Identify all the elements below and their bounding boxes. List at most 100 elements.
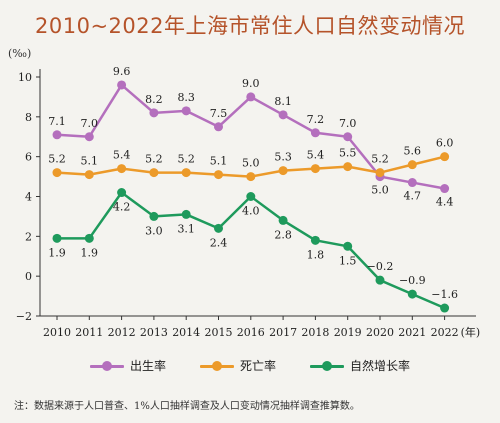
data-point-natural-growth-rate	[310, 235, 320, 245]
data-point-natural-growth-rate	[52, 233, 62, 243]
data-label-birth-rate: 5.0	[371, 184, 389, 197]
x-tick-label: 2021	[398, 326, 426, 339]
data-label-natural-growth-rate: 1.9	[48, 246, 66, 259]
data-label-natural-growth-rate: 2.8	[274, 228, 292, 241]
data-label-death-rate: 5.1	[81, 155, 99, 168]
legend: 出生率 死亡率 自然增长率	[0, 357, 500, 374]
data-label-natural-growth-rate: 3.1	[177, 222, 195, 235]
x-tick-label: 2017	[269, 326, 297, 339]
data-label-natural-growth-rate: −1.6	[431, 288, 458, 301]
data-point-death-rate	[310, 164, 320, 174]
data-point-birth-rate	[84, 132, 94, 142]
data-label-death-rate: 5.2	[371, 153, 389, 166]
data-label-death-rate: 5.4	[113, 149, 131, 162]
x-axis-unit: (年)	[461, 325, 481, 339]
data-point-natural-growth-rate	[407, 289, 417, 299]
data-point-birth-rate	[181, 106, 191, 116]
y-tick-label: 2	[25, 230, 32, 243]
data-point-birth-rate	[149, 108, 159, 118]
data-point-natural-growth-rate	[440, 303, 450, 313]
data-point-birth-rate	[117, 80, 127, 90]
data-label-birth-rate: 8.1	[274, 95, 292, 108]
x-tick-label: 2022	[431, 326, 459, 339]
data-label-birth-rate: 7.1	[48, 115, 66, 128]
data-label-death-rate: 5.2	[48, 153, 66, 166]
data-label-death-rate: 5.6	[404, 145, 422, 158]
x-tick-label: 2016	[237, 326, 265, 339]
x-tick-label: 2014	[172, 326, 200, 339]
data-label-birth-rate: 7.0	[339, 117, 357, 130]
data-label-birth-rate: 7.0	[81, 117, 99, 130]
data-point-death-rate	[407, 160, 417, 170]
data-label-death-rate: 5.4	[307, 149, 325, 162]
x-tick-label: 2020	[366, 326, 394, 339]
y-tick-label: 0	[25, 270, 32, 283]
data-label-natural-growth-rate: −0.9	[399, 274, 426, 287]
data-point-natural-growth-rate	[375, 275, 385, 285]
data-label-birth-rate: 4.7	[404, 190, 422, 203]
legend-label-death-rate: 死亡率	[239, 359, 276, 373]
data-label-death-rate: 5.0	[242, 157, 260, 170]
legend-swatch-natural-growth-rate	[310, 360, 344, 372]
data-label-birth-rate: 9.6	[113, 65, 131, 78]
legend-swatch-death-rate	[199, 360, 234, 372]
legend-label-birth-rate: 出生率	[129, 359, 166, 373]
data-label-birth-rate: 8.2	[145, 93, 163, 106]
y-tick-label: 10	[18, 71, 32, 84]
data-point-natural-growth-rate	[149, 211, 159, 221]
data-label-death-rate: 5.5	[339, 147, 357, 160]
data-label-death-rate: 5.2	[145, 153, 163, 166]
data-point-death-rate	[246, 172, 256, 182]
data-label-death-rate: 5.3	[274, 151, 292, 164]
x-tick-label: 2013	[140, 326, 168, 339]
data-point-birth-rate	[52, 130, 62, 140]
data-label-birth-rate: 9.0	[242, 77, 260, 90]
data-point-natural-growth-rate	[84, 233, 94, 243]
x-tick-label: 2015	[205, 326, 233, 339]
legend-item-natural-growth-rate: 自然增长率	[310, 357, 410, 374]
data-label-natural-growth-rate: 1.9	[81, 246, 99, 259]
data-label-natural-growth-rate: 4.0	[242, 205, 260, 218]
data-point-death-rate	[214, 170, 223, 180]
data-point-birth-rate	[278, 110, 288, 120]
data-point-birth-rate	[214, 122, 223, 132]
data-label-death-rate: 5.2	[177, 153, 195, 166]
chart-title: 2010~2022年上海市常住人口自然变动情况	[35, 14, 465, 38]
x-tick-label: 2019	[334, 326, 362, 339]
data-point-natural-growth-rate	[278, 215, 288, 225]
x-tick-label: 2010	[43, 326, 71, 339]
y-tick-label: 4	[25, 191, 32, 204]
y-tick-label: 6	[25, 151, 32, 164]
data-label-birth-rate: 4.4	[436, 196, 454, 209]
data-label-natural-growth-rate: 1.8	[307, 248, 325, 261]
data-point-death-rate	[181, 168, 191, 178]
data-label-death-rate: 5.1	[210, 155, 228, 168]
data-label-natural-growth-rate: 2.4	[210, 236, 228, 249]
legend-item-death-rate: 死亡率	[199, 357, 276, 374]
data-point-death-rate	[52, 168, 62, 178]
data-point-death-rate	[117, 164, 127, 174]
data-label-birth-rate: 7.5	[210, 107, 228, 120]
data-point-death-rate	[343, 162, 353, 172]
x-tick-label: 2011	[75, 326, 103, 339]
data-point-natural-growth-rate	[343, 241, 353, 251]
data-point-death-rate	[440, 152, 450, 162]
footnote: 注：数据来源于人口普查、1%人口抽样调查及人口变动情况抽样调查推算数。	[14, 401, 360, 412]
x-tick-label: 2018	[301, 326, 329, 339]
data-label-natural-growth-rate: −0.2	[367, 260, 394, 273]
x-tick-label: 2012	[108, 326, 136, 339]
data-point-birth-rate	[246, 92, 256, 102]
y-tick-label: 8	[25, 111, 32, 124]
data-point-natural-growth-rate	[117, 188, 127, 198]
data-point-birth-rate	[343, 132, 353, 142]
y-axis-unit: (‰)	[8, 47, 32, 60]
data-point-death-rate	[84, 170, 94, 180]
data-point-birth-rate	[407, 178, 417, 188]
data-label-birth-rate: 7.2	[307, 113, 325, 126]
data-label-natural-growth-rate: 1.5	[339, 254, 357, 267]
y-tick-label: −2	[16, 310, 32, 323]
legend-item-birth-rate: 出生率	[89, 357, 166, 374]
data-point-natural-growth-rate	[246, 192, 256, 201]
data-label-birth-rate: 8.3	[177, 91, 195, 104]
